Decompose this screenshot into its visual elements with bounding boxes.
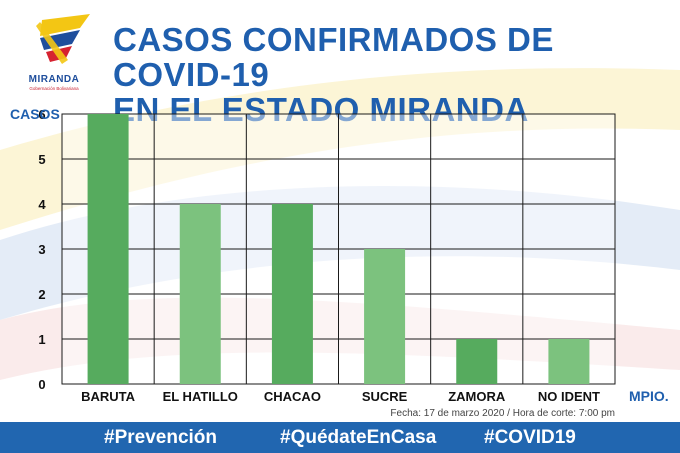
x-tick-label: ZAMORA xyxy=(448,389,506,404)
bar xyxy=(364,249,406,384)
x-axis-label: MPIO. xyxy=(629,388,669,404)
x-tick-label: SUCRE xyxy=(362,389,408,404)
y-tick-label: 2 xyxy=(38,287,45,302)
y-tick-label: 6 xyxy=(38,107,45,122)
y-axis-label: CASOS xyxy=(10,106,60,122)
y-tick-label: 0 xyxy=(38,377,45,392)
x-tick-label: CHACAO xyxy=(264,389,321,404)
footer-bar: #Prevención #QuédateEnCasa #COVID19 xyxy=(0,422,680,453)
bar xyxy=(179,204,221,384)
logo-subtitle: Gobernación Bolivariana xyxy=(29,86,79,91)
y-tick-label: 1 xyxy=(38,332,45,347)
x-tick-label: BARUTA xyxy=(81,389,136,404)
flag-emblem-icon xyxy=(36,14,90,64)
date-note: Fecha: 17 de marzo 2020 / Hora de corte:… xyxy=(390,408,615,419)
title-line-2: EN EL ESTADO MIRANDA xyxy=(113,91,529,128)
hashtag-prevencion: #Prevención xyxy=(104,427,217,448)
title-line-1: CASOS CONFIRMADOS DE COVID-19 xyxy=(113,21,554,93)
y-tick-label: 4 xyxy=(38,197,46,212)
y-tick-label: 5 xyxy=(38,152,45,167)
page-title: CASOS CONFIRMADOS DE COVID-19 EN EL ESTA… xyxy=(113,22,673,127)
bar xyxy=(271,204,313,384)
x-tick-label: NO IDENT xyxy=(538,389,600,404)
hashtag-covid19: #COVID19 xyxy=(484,427,576,448)
x-tick-label: EL HATILLO xyxy=(163,389,238,404)
bar xyxy=(456,339,498,384)
logo-name: MIRANDA xyxy=(28,74,80,85)
bar xyxy=(87,114,129,384)
bar-chart: 0 1 2 3 4 5 6 BARUTA EL HATILLO CHACAO SUCRE ZAMORA… xyxy=(10,106,669,419)
y-tick-label: 3 xyxy=(38,242,45,257)
miranda-logo xyxy=(10,10,100,100)
hashtag-quedate-en-casa: #QuédateEnCasa xyxy=(280,427,437,448)
bar xyxy=(548,339,590,384)
